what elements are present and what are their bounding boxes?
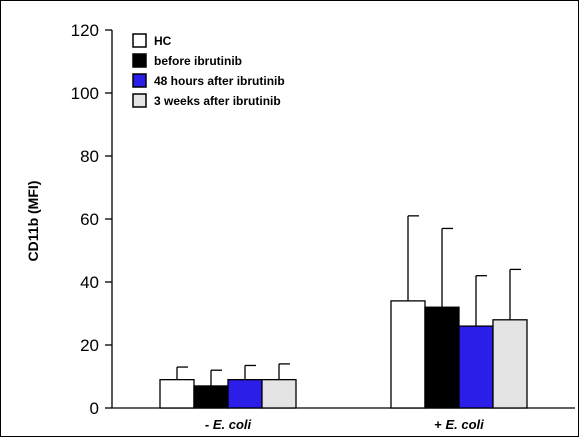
y-tick-label: 40: [80, 273, 99, 292]
legend-swatch: [132, 73, 147, 88]
bar: [159, 378, 195, 409]
y-tick-label: 20: [80, 336, 99, 355]
legend-label: 48 hours after ibrutinib: [154, 74, 285, 88]
legend-label: HC: [154, 34, 172, 48]
legend-swatch: [132, 33, 147, 48]
y-tick-label: 80: [80, 147, 99, 166]
x-category-label: - E. coli: [205, 417, 252, 432]
bar: [390, 300, 426, 409]
bar: [227, 378, 263, 409]
legend-label: 3 weeks after ibrutinib: [154, 94, 281, 108]
y-tick-label: 120: [71, 21, 99, 40]
y-tick-label: 100: [71, 84, 99, 103]
y-tick-label: 0: [90, 399, 99, 418]
legend: HC before ibrutinib 48 hours after ibrutin…: [132, 33, 285, 108]
legend-swatch: [132, 93, 147, 108]
bars: - E. coli + E. coli: [159, 215, 528, 432]
legend-label: before ibrutinib: [154, 54, 242, 68]
bar: [492, 319, 528, 409]
bar: [193, 385, 229, 409]
bar: [424, 306, 460, 409]
y-tick-label: 60: [80, 210, 99, 229]
y-axis-title: CD11b (MFI): [25, 181, 41, 262]
x-category-label: + E. coli: [434, 417, 484, 432]
bar: [458, 325, 494, 409]
bar: [261, 378, 297, 409]
legend-swatch: [132, 53, 147, 68]
